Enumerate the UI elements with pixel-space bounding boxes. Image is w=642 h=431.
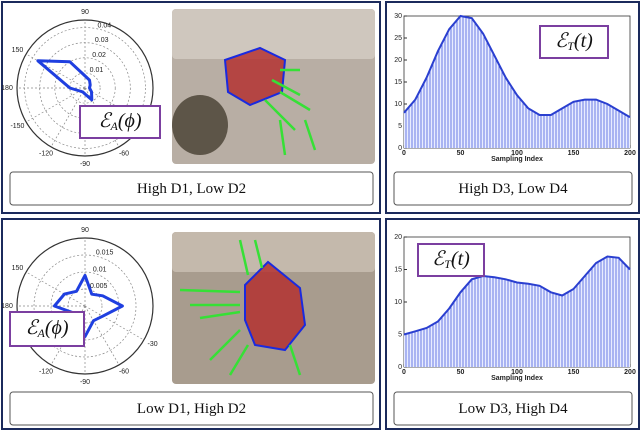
radial-tick-label: 0.01 <box>93 266 107 273</box>
angle-tick-label: 90 <box>81 227 89 234</box>
angle-tick-label: -90 <box>80 161 90 168</box>
caption: High D3, Low D4 <box>458 181 568 197</box>
angle-tick-label: -60 <box>119 151 129 158</box>
radial-tick-label: 0.03 <box>95 37 109 44</box>
angle-tick-label: 150 <box>12 265 24 272</box>
y-tick-label: 15 <box>394 79 402 86</box>
radial-tick-label: 0.04 <box>97 22 111 29</box>
y-tick-label: 10 <box>394 299 402 306</box>
label-part: (ϕ) <box>118 110 142 132</box>
figure: 0.010.020.030.0490150180-150-120-90-60-3… <box>0 0 642 431</box>
x-tick-label: 150 <box>568 150 580 157</box>
label: ℰT(t) <box>432 248 470 271</box>
y-tick-label: 15 <box>394 266 402 273</box>
x-axis-label: Sampling Index <box>491 375 543 382</box>
x-axis-label: Sampling Index <box>491 156 543 163</box>
angle-tick-label: 90 <box>81 9 89 16</box>
y-tick-label: 5 <box>398 331 402 338</box>
angle-tick-label: 150 <box>12 47 24 54</box>
radial-tick-label: 0.02 <box>92 52 106 59</box>
angle-tick-label: -90 <box>80 379 90 386</box>
angle-tick-label: 180 <box>1 85 13 92</box>
crowd-photo <box>172 232 375 384</box>
crowd-photo <box>172 9 375 164</box>
angle-tick-label: -120 <box>39 369 53 376</box>
y-tick-label: 20 <box>394 234 402 241</box>
label: ℰT(t) <box>555 30 593 53</box>
label-part: (t) <box>574 30 593 52</box>
x-tick-label: 200 <box>624 369 636 376</box>
y-tick-label: 25 <box>394 35 402 42</box>
y-tick-label: 5 <box>398 123 402 130</box>
angle-tick-label: -60 <box>119 369 129 376</box>
caption: Low D1, High D2 <box>137 401 246 417</box>
label: ℰA(ϕ) <box>98 110 141 133</box>
radial-tick-label: 0.01 <box>90 67 104 74</box>
y-tick-label: 20 <box>394 57 402 64</box>
angle-tick-label: -120 <box>39 151 53 158</box>
label-part: (t) <box>451 248 470 270</box>
radial-tick-label: 0.015 <box>96 250 114 257</box>
x-tick-label: 200 <box>624 150 636 157</box>
angle-tick-label: -30 <box>147 341 157 348</box>
radial-tick-label: 0.005 <box>90 283 108 290</box>
caption: Low D3, High D4 <box>458 401 568 417</box>
angle-tick-label: -150 <box>10 123 24 130</box>
label-part: (ϕ) <box>45 317 69 339</box>
y-tick-label: 30 <box>394 13 402 20</box>
caption: High D1, Low D2 <box>137 181 246 197</box>
x-tick-label: 0 <box>402 150 406 157</box>
angle-tick-label: 180 <box>1 303 13 310</box>
x-tick-label: 0 <box>402 369 406 376</box>
x-tick-label: 150 <box>568 369 580 376</box>
x-tick-label: 50 <box>457 150 465 157</box>
x-tick-label: 50 <box>457 369 465 376</box>
y-tick-label: 10 <box>394 101 402 108</box>
label: ℰA(ϕ) <box>25 317 68 340</box>
